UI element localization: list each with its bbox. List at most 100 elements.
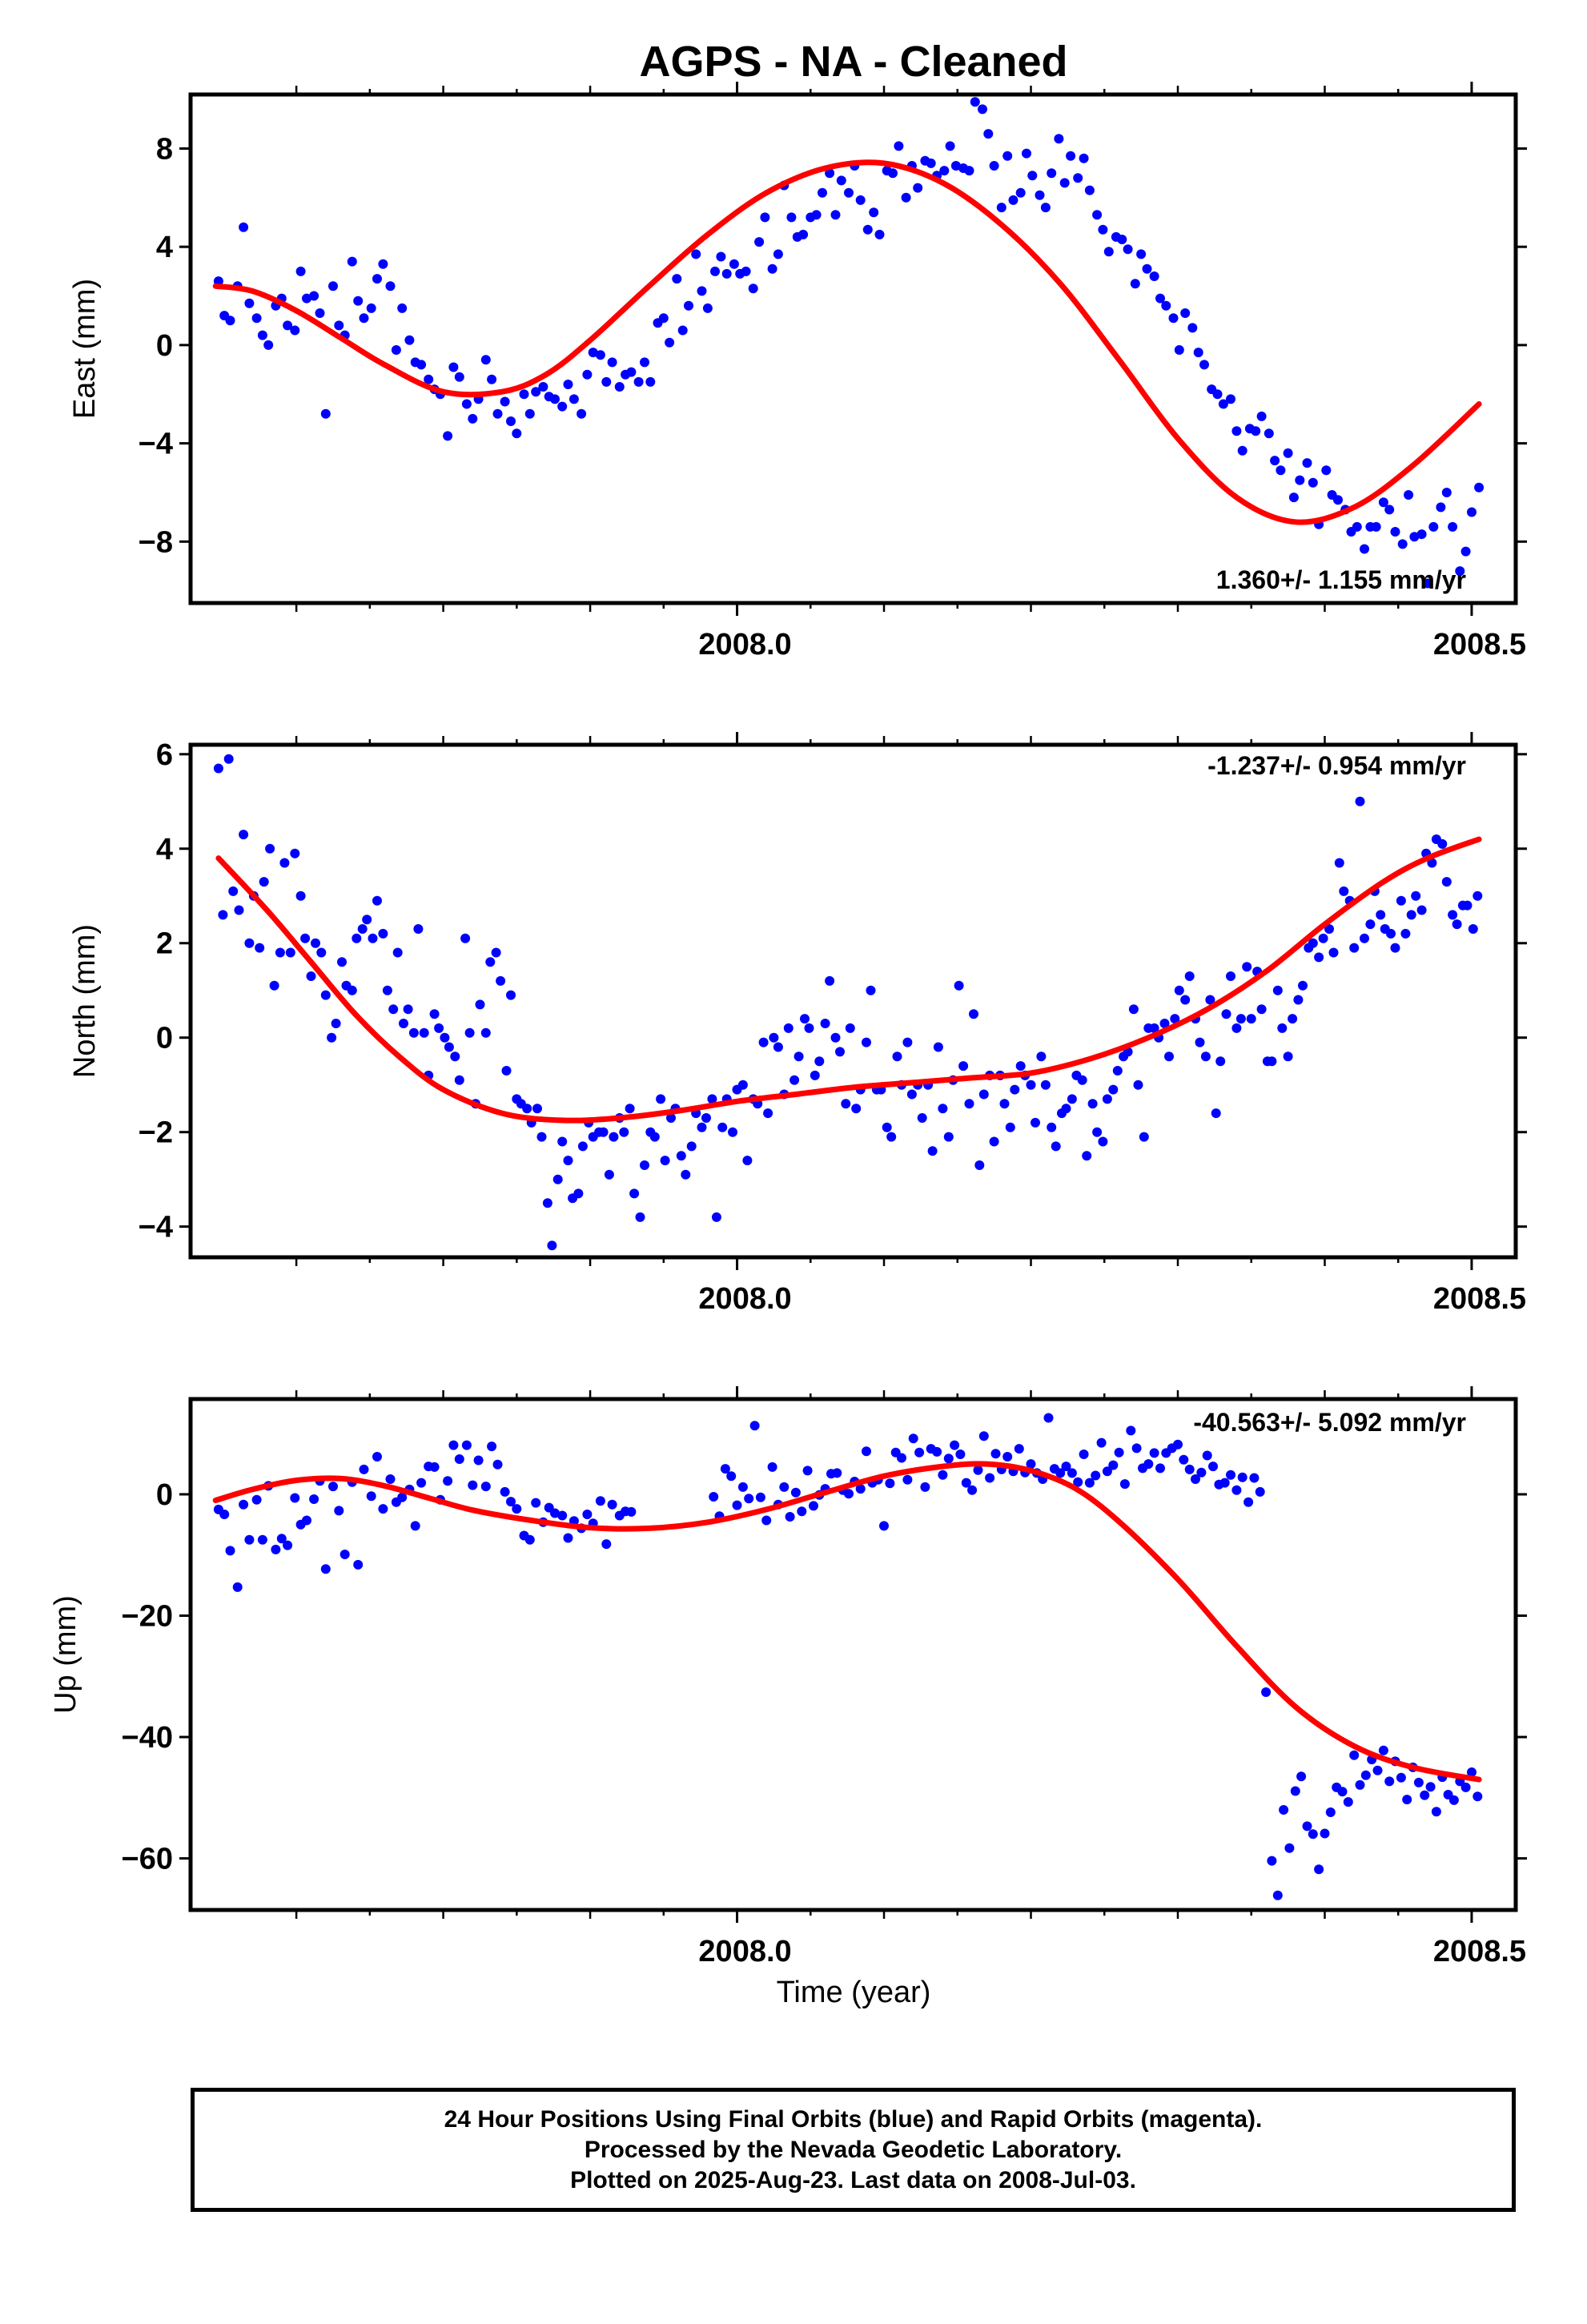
data-point [563, 1156, 573, 1166]
data-point [901, 192, 911, 203]
data-point [804, 1023, 814, 1033]
plot-area [213, 754, 1483, 1251]
data-point [1036, 1051, 1047, 1062]
data-point [728, 1127, 737, 1137]
data-point [569, 394, 579, 404]
data-point [709, 1492, 719, 1502]
data-point [328, 1482, 338, 1492]
data-point [1026, 1459, 1036, 1470]
data-point [1114, 1447, 1124, 1458]
data-point [1339, 886, 1349, 896]
data-point [666, 1113, 676, 1123]
data-point [786, 212, 797, 223]
data-point [1390, 943, 1400, 953]
data-point [961, 1478, 971, 1488]
data-point [487, 374, 497, 384]
data-point [1290, 1786, 1300, 1796]
data-point [1318, 933, 1328, 943]
data-point [1027, 171, 1038, 181]
data-point [1226, 394, 1235, 404]
data-point [1126, 1425, 1136, 1436]
data-point [749, 1421, 760, 1431]
data-point [334, 1506, 344, 1516]
data-point [1256, 411, 1267, 421]
data-point [1333, 495, 1343, 505]
data-point [656, 1094, 666, 1104]
data-point [886, 1132, 897, 1142]
data-point [874, 229, 885, 239]
data-point [1284, 1843, 1295, 1853]
data-point [1130, 279, 1140, 289]
data-point [385, 281, 396, 292]
data-point [1256, 1004, 1267, 1015]
data-point [721, 268, 732, 279]
data-point [797, 1506, 807, 1517]
data-point [1149, 1448, 1159, 1458]
data-point [506, 1497, 516, 1507]
data-point [1409, 532, 1420, 542]
data-point [1386, 928, 1396, 939]
data-point [633, 376, 644, 387]
data-point [359, 1464, 369, 1474]
data-point [283, 320, 293, 331]
data-point [866, 985, 876, 995]
data-point [524, 1534, 535, 1545]
data-point [1334, 858, 1344, 868]
data-point [773, 249, 783, 259]
data-point [761, 1515, 772, 1526]
data-point [660, 1156, 670, 1166]
data-point [1128, 1004, 1139, 1015]
data-point [794, 1051, 804, 1062]
data-point [635, 1212, 645, 1222]
data-point [1219, 1478, 1230, 1488]
y-tick-label: −8 [139, 525, 173, 559]
data-point [1462, 900, 1472, 911]
data-point [410, 1521, 420, 1531]
data-point [798, 229, 809, 239]
data-point [448, 362, 459, 372]
data-point [378, 1504, 388, 1514]
data-point [1302, 1821, 1312, 1831]
data-point [475, 999, 485, 1010]
data-point [563, 380, 573, 389]
data-point [506, 416, 516, 426]
data-point [1272, 1890, 1283, 1900]
x-tick-label: 2008.5 [1433, 1282, 1526, 1316]
data-point [1215, 1056, 1226, 1067]
data-point [378, 259, 388, 269]
data-point [996, 203, 1006, 213]
data-point [392, 947, 403, 958]
data-point [213, 763, 223, 774]
data-point [681, 1169, 691, 1180]
data-point [285, 947, 295, 958]
data-point [913, 183, 923, 193]
data-point [697, 1122, 707, 1132]
y-tick-label: −60 [122, 1843, 173, 1876]
data-point [582, 1510, 593, 1519]
data-point [1112, 1066, 1123, 1076]
data-point [1015, 187, 1026, 198]
data-point [1143, 1459, 1154, 1470]
data-point [711, 1212, 721, 1222]
y-axis-label: East (mm) [68, 279, 102, 419]
data-point [429, 1462, 440, 1472]
footer-box: 24 Hour Positions Using Final Orbits (bl… [191, 2088, 1516, 2212]
data-point [779, 1482, 789, 1492]
footer-line-2: Processed by the Nevada Geodetic Laborat… [584, 2136, 1123, 2163]
data-point [1283, 1051, 1293, 1062]
data-point [1272, 985, 1283, 995]
data-point [835, 1047, 845, 1057]
data-point [1040, 1080, 1051, 1090]
data-point [783, 1023, 794, 1033]
data-point [702, 303, 713, 313]
data-point [845, 1023, 855, 1033]
data-point [985, 1473, 995, 1483]
data-point [790, 1487, 801, 1498]
data-point [550, 1508, 560, 1518]
data-point [629, 1188, 640, 1199]
data-point [943, 1454, 954, 1464]
data-point [1467, 1767, 1477, 1777]
data-point [1349, 943, 1360, 953]
data-point [232, 1582, 243, 1592]
data-point [1416, 905, 1427, 915]
